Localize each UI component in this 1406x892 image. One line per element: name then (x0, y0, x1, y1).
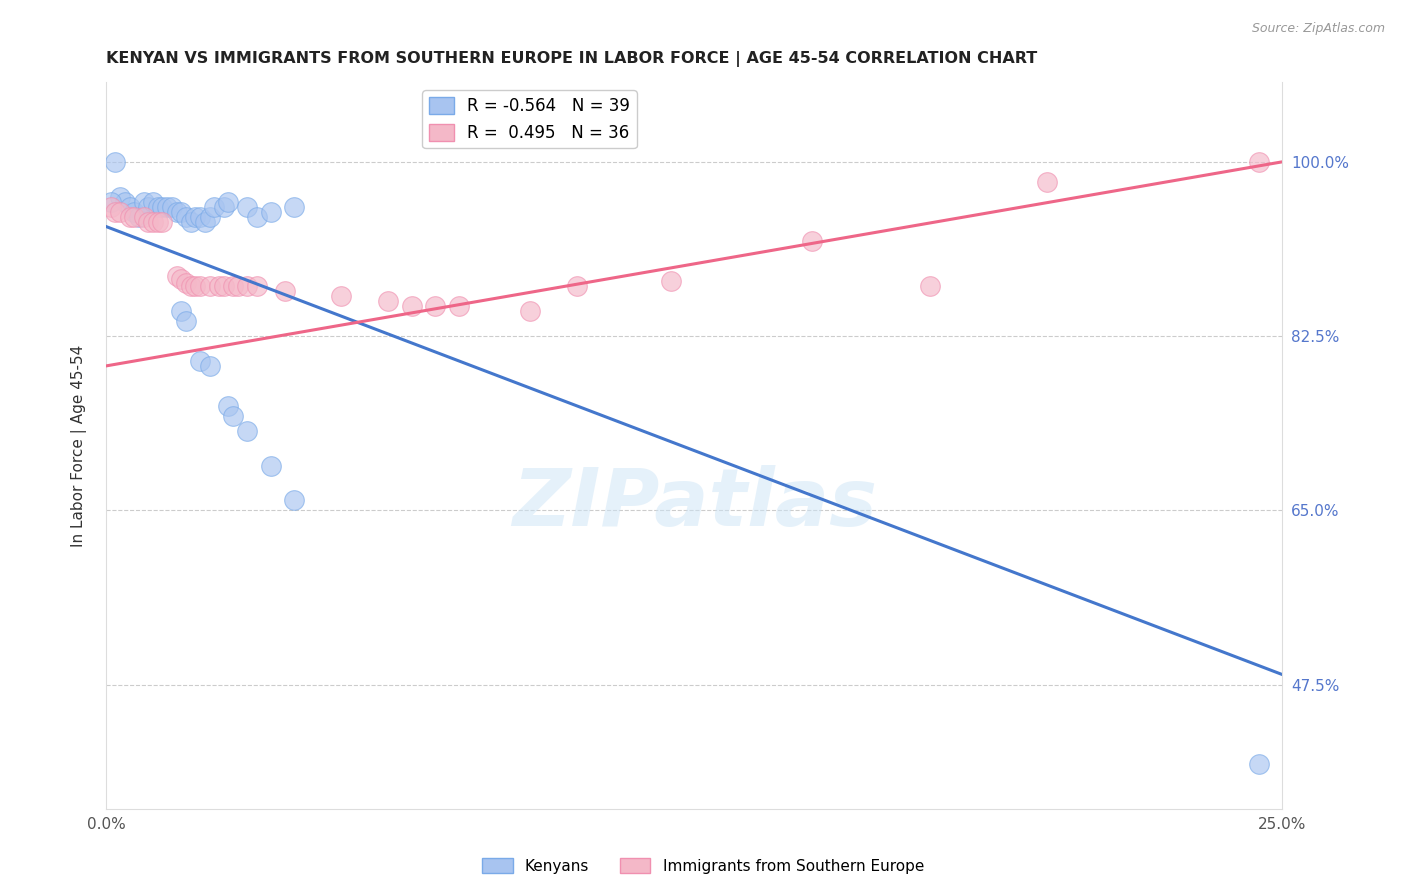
Point (118, 200, 141, 214)
Point (122, 204, 145, 219)
Point (1247, 757, 1270, 772)
Point (104, 204, 127, 219)
Point (447, 299, 470, 313)
Point (142, 194, 165, 209)
Point (198, 210, 221, 224)
Point (132, 194, 155, 209)
Point (217, 399, 239, 413)
Point (194, 214, 217, 228)
Point (800, 235, 823, 249)
Point (222, 279, 245, 293)
Point (138, 200, 160, 214)
Text: KENYAN VS IMMIGRANTS FROM SOUTHERN EUROPE IN LABOR FORCE | AGE 45-54 CORRELATION: KENYAN VS IMMIGRANTS FROM SOUTHERN EUROP… (105, 51, 1038, 67)
Point (180, 279, 202, 293)
Legend: R = -0.564   N = 39, R =  0.495   N = 36: R = -0.564 N = 39, R = 0.495 N = 36 (422, 90, 637, 148)
Point (202, 200, 225, 214)
Legend: Kenyans, Immigrants from Southern Europe: Kenyans, Immigrants from Southern Europe (477, 852, 929, 880)
Point (142, 214, 165, 228)
Point (166, 204, 188, 219)
Point (132, 210, 155, 224)
Point (188, 210, 211, 224)
Point (274, 285, 297, 299)
Point (170, 272, 193, 286)
Point (236, 279, 259, 293)
Point (519, 304, 541, 318)
Point (198, 279, 221, 293)
Point (208, 279, 231, 293)
Point (166, 269, 188, 284)
Point (100, 194, 122, 209)
Point (377, 294, 399, 309)
Point (104, 154, 127, 169)
Text: ZIPatlas: ZIPatlas (512, 465, 877, 542)
Point (217, 194, 239, 209)
Point (114, 194, 136, 209)
Point (283, 200, 305, 214)
Point (160, 200, 183, 214)
Point (222, 409, 245, 423)
Point (260, 458, 283, 473)
Point (245, 210, 267, 224)
Point (122, 210, 145, 224)
Point (212, 200, 235, 214)
Point (188, 354, 211, 368)
Point (245, 279, 267, 293)
Point (1036, 175, 1059, 189)
Point (118, 210, 141, 224)
Point (156, 200, 179, 214)
Point (198, 359, 221, 373)
Point (659, 274, 682, 288)
Point (138, 214, 160, 228)
Point (174, 277, 197, 291)
Point (180, 214, 202, 228)
Point (100, 200, 122, 214)
Point (236, 424, 259, 438)
Point (152, 200, 174, 214)
Point (170, 204, 193, 219)
Point (236, 200, 259, 214)
Point (425, 299, 447, 313)
Point (184, 210, 207, 224)
Point (260, 204, 283, 219)
Point (565, 279, 588, 293)
Point (188, 279, 211, 293)
Point (146, 200, 169, 214)
Point (212, 279, 235, 293)
Text: Source: ZipAtlas.com: Source: ZipAtlas.com (1251, 22, 1385, 36)
Point (152, 214, 174, 228)
Point (283, 493, 305, 508)
Point (918, 279, 941, 293)
Point (226, 279, 249, 293)
Point (330, 289, 353, 303)
Point (184, 279, 207, 293)
Point (146, 214, 169, 228)
Point (401, 299, 423, 313)
Point (108, 204, 131, 219)
Point (1247, 154, 1270, 169)
Y-axis label: In Labor Force | Age 45-54: In Labor Force | Age 45-54 (72, 344, 87, 547)
Point (170, 304, 193, 318)
Point (174, 210, 197, 224)
Point (108, 189, 131, 203)
Point (128, 210, 150, 224)
Point (174, 314, 197, 328)
